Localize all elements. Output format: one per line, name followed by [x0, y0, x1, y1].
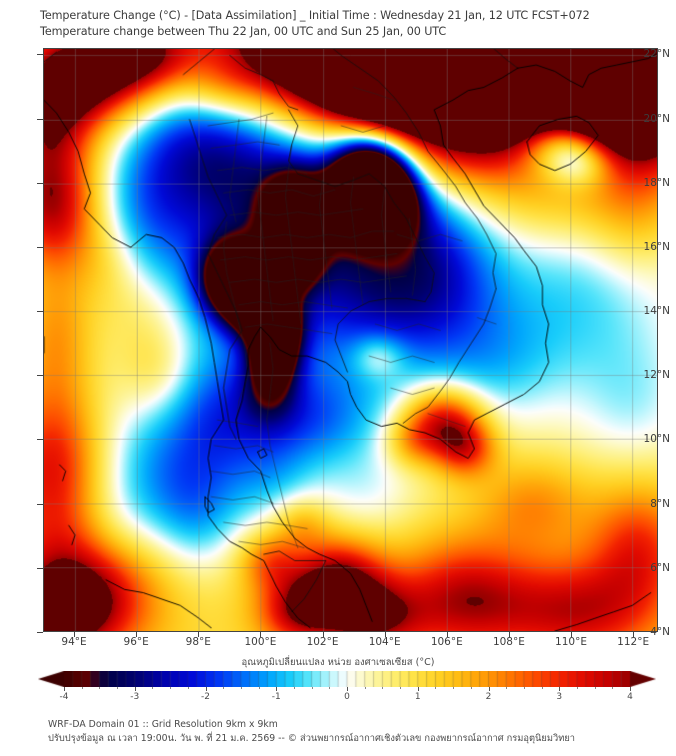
colorbar-minor-tick	[258, 687, 260, 689]
colorbar-minor-tick	[612, 687, 614, 689]
colorbar-minor-tick	[364, 687, 366, 689]
longitude-tick-label: 104°E	[368, 636, 401, 648]
colorbar-major-tick	[64, 687, 65, 691]
latitude-tick-mark	[37, 118, 43, 120]
longitude-tick-label: 112°E	[617, 636, 650, 648]
colorbar-tick-label: -1	[271, 692, 281, 702]
latitude-tick-label: 18°N	[643, 176, 670, 189]
colorbar-minor-tick	[117, 687, 119, 689]
colorbar-minor-tick	[541, 687, 543, 689]
colorbar-tick-label: 1	[414, 692, 421, 702]
colorbar-minor-tick	[506, 687, 508, 689]
colorbar-minor-tick	[523, 687, 525, 689]
footer-model-info: WRF-DA Domain 01 :: Grid Resolution 9km …	[48, 719, 278, 730]
latitude-tick-label: 12°N	[643, 369, 670, 382]
colorbar-major-tick	[205, 687, 207, 691]
latitude-tick-label: 10°N	[643, 433, 670, 446]
colorbar-minor-tick	[329, 687, 331, 689]
latitude-tick-label: 8°N	[650, 497, 670, 510]
longitude-tick-mark	[198, 632, 200, 637]
longitude-tick-label: 94°E	[61, 636, 87, 648]
longitude-tick-mark	[571, 632, 573, 637]
latitude-tick-label: 4°N	[650, 626, 670, 638]
colorbar-minor-tick	[99, 687, 101, 689]
colorbar-ticks: -4 -3 -2 -1 0 1 2 3 4	[38, 687, 656, 707]
latitude-tick-mark	[37, 182, 43, 184]
colorbar-minor-tick	[223, 687, 225, 689]
chart-title-line-2: Temperature change between Thu 22 Jan, 0…	[40, 25, 447, 38]
longitude-tick-mark	[633, 632, 635, 637]
longitude-tick-mark	[136, 632, 138, 637]
longitude-tick-label: 96°E	[123, 636, 149, 648]
longitude-tick-mark	[260, 632, 262, 637]
colorbar-major-tick	[559, 687, 561, 691]
colorbar-major-tick	[488, 687, 490, 691]
colorbar-minor-tick	[170, 687, 172, 689]
latitude-tick-label: 22°N	[643, 48, 670, 61]
colorbar-tick-label: 4	[627, 692, 633, 702]
footer-credit: ปรับปรุงข้อมูล ณ เวลา 19:00น. วัน พ. ที่…	[48, 733, 575, 744]
colorbar-tick-label: 3	[556, 692, 563, 702]
chart-title-line-1: Temperature Change (°C) - [Data Assimila…	[40, 9, 590, 22]
colorbar-minor-tick	[576, 687, 578, 689]
colorbar-minor-tick	[470, 687, 472, 689]
chart-title-block: Temperature Change (°C) - [Data Assimila…	[40, 8, 660, 40]
longitude-tick-mark	[74, 632, 76, 637]
colorbar-tick-label: -4	[59, 692, 69, 702]
map-plot-area	[43, 48, 658, 632]
footer-block: WRF-DA Domain 01 :: Grid Resolution 9km …	[48, 718, 668, 746]
longitude-tick-mark	[446, 632, 448, 637]
colorbar-minor-tick	[435, 687, 437, 689]
latitude-tick-mark	[37, 246, 43, 248]
colorbar-major-tick	[630, 687, 631, 691]
colorbar-major-tick	[134, 687, 136, 691]
longitude-tick-label: 102°E	[306, 636, 339, 648]
colorbar-tick-label: 0	[344, 692, 350, 702]
temperature-anomaly-heatmap	[44, 49, 657, 631]
colorbar-minor-tick	[311, 687, 313, 689]
colorbar-minor-tick	[187, 687, 189, 689]
latitude-tick-mark	[37, 503, 43, 505]
colorbar-major-tick	[276, 687, 278, 691]
longitude-tick-label: 108°E	[492, 636, 525, 648]
longitude-tick-mark	[322, 632, 324, 637]
longitude-tick-label: 106°E	[430, 636, 463, 648]
colorbar-minor-tick	[594, 687, 596, 689]
colorbar-tick-label: -3	[130, 692, 140, 702]
latitude-tick-mark	[37, 439, 43, 441]
colorbar-minor-tick	[453, 687, 455, 689]
colorbar-title: อุณหภูมิเปลี่ยนแปลง หน่วย องศาเซลเซียส (…	[241, 657, 435, 668]
colorbar-minor-tick	[240, 687, 242, 689]
latitude-tick-label: 20°N	[643, 112, 670, 125]
colorbar-major-tick	[347, 687, 348, 691]
longitude-tick-label: 110°E	[555, 636, 587, 648]
latitude-tick-mark	[37, 54, 43, 56]
longitude-tick-label: 100°E	[244, 636, 277, 648]
latitude-tick-label: 16°N	[643, 240, 670, 253]
latitude-tick-mark	[37, 567, 43, 569]
colorbar-gradient	[38, 671, 656, 687]
colorbar-canvas	[38, 671, 656, 687]
latitude-tick-mark	[37, 375, 43, 377]
colorbar-tick-label: -2	[201, 692, 210, 702]
colorbar-minor-tick	[152, 687, 154, 689]
latitude-tick-mark	[37, 311, 43, 313]
longitude-tick-mark	[508, 632, 510, 637]
latitude-tick-label: 6°N	[650, 561, 670, 574]
colorbar-major-tick	[417, 687, 419, 691]
longitude-tick-label: 98°E	[185, 636, 211, 648]
colorbar-minor-tick	[382, 687, 384, 689]
colorbar-block: อุณหภูมิเปลี่ยนแปลง หน่วย องศาเซลเซียส (…	[0, 655, 676, 710]
colorbar-minor-tick	[81, 687, 83, 689]
colorbar-tick-label: 2	[485, 692, 492, 702]
longitude-tick-mark	[384, 632, 386, 637]
colorbar-minor-tick	[400, 687, 402, 689]
latitude-tick-label: 14°N	[643, 305, 670, 318]
colorbar-minor-tick	[293, 687, 295, 689]
latitude-tick-mark	[37, 632, 43, 633]
